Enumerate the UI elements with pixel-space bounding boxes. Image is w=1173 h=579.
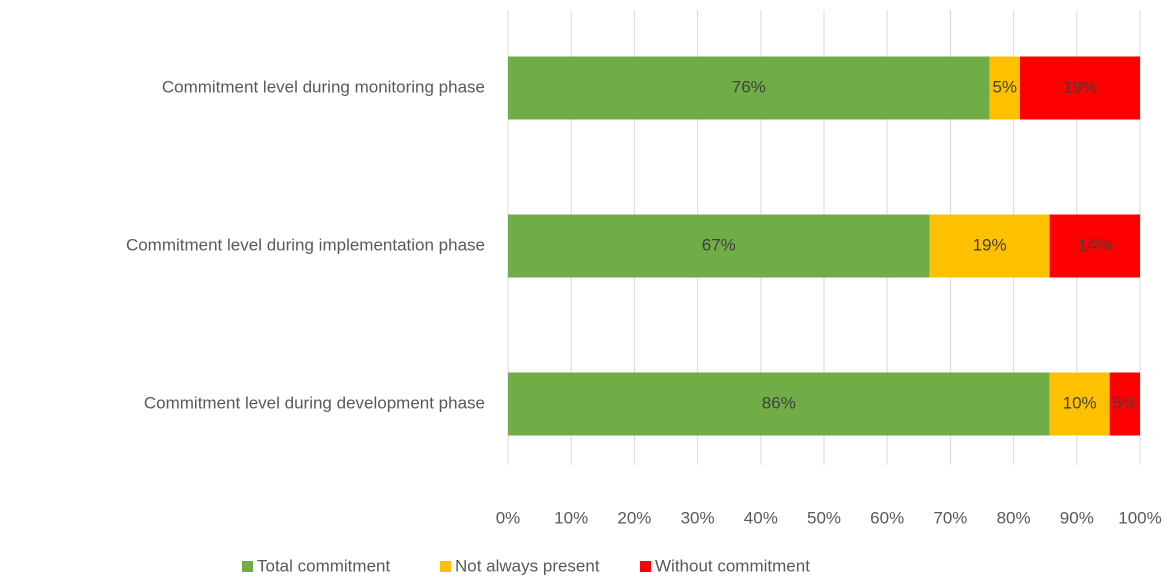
bar-segment	[508, 214, 930, 278]
x-tick-label: 50%	[807, 508, 841, 527]
x-tick-label: 100%	[1118, 508, 1161, 527]
x-tick-label: 20%	[617, 508, 651, 527]
data-label: 5%	[992, 77, 1017, 96]
bar-segment	[989, 56, 1020, 120]
x-tick-label: 60%	[870, 508, 904, 527]
category-label: Commitment level during implementation p…	[126, 235, 485, 254]
legend-label: Total commitment	[257, 556, 390, 575]
bar-segment	[929, 214, 1050, 278]
data-label: 10%	[1063, 393, 1097, 412]
category-label: Commitment level during monitoring phase	[162, 77, 485, 96]
legend-swatch	[440, 561, 451, 572]
x-tick-label: 0%	[496, 508, 521, 527]
data-label: 86%	[762, 393, 796, 412]
data-label: 76%	[732, 77, 766, 96]
legend-label: Without commitment	[655, 556, 810, 575]
bar-segment	[1109, 372, 1140, 436]
data-label: 67%	[702, 235, 736, 254]
category-label: Commitment level during development phas…	[144, 393, 485, 412]
data-label: 19%	[973, 235, 1007, 254]
bar-segment	[1049, 372, 1110, 436]
legend-label: Not always present	[455, 556, 600, 575]
legend-swatch	[640, 561, 651, 572]
x-tick-label: 10%	[554, 508, 588, 527]
bar-segment	[1019, 56, 1140, 120]
data-label: 5%	[1113, 393, 1138, 412]
x-tick-label: 90%	[1060, 508, 1094, 527]
data-label: 19%	[1063, 77, 1097, 96]
data-label: 14%	[1078, 235, 1112, 254]
bar-segment	[1049, 214, 1140, 278]
x-tick-label: 40%	[744, 508, 778, 527]
bar-segment	[508, 372, 1050, 436]
bar-segment	[508, 56, 990, 120]
x-tick-label: 30%	[681, 508, 715, 527]
legend-swatch	[242, 561, 253, 572]
x-tick-label: 70%	[933, 508, 967, 527]
x-tick-label: 80%	[997, 508, 1031, 527]
